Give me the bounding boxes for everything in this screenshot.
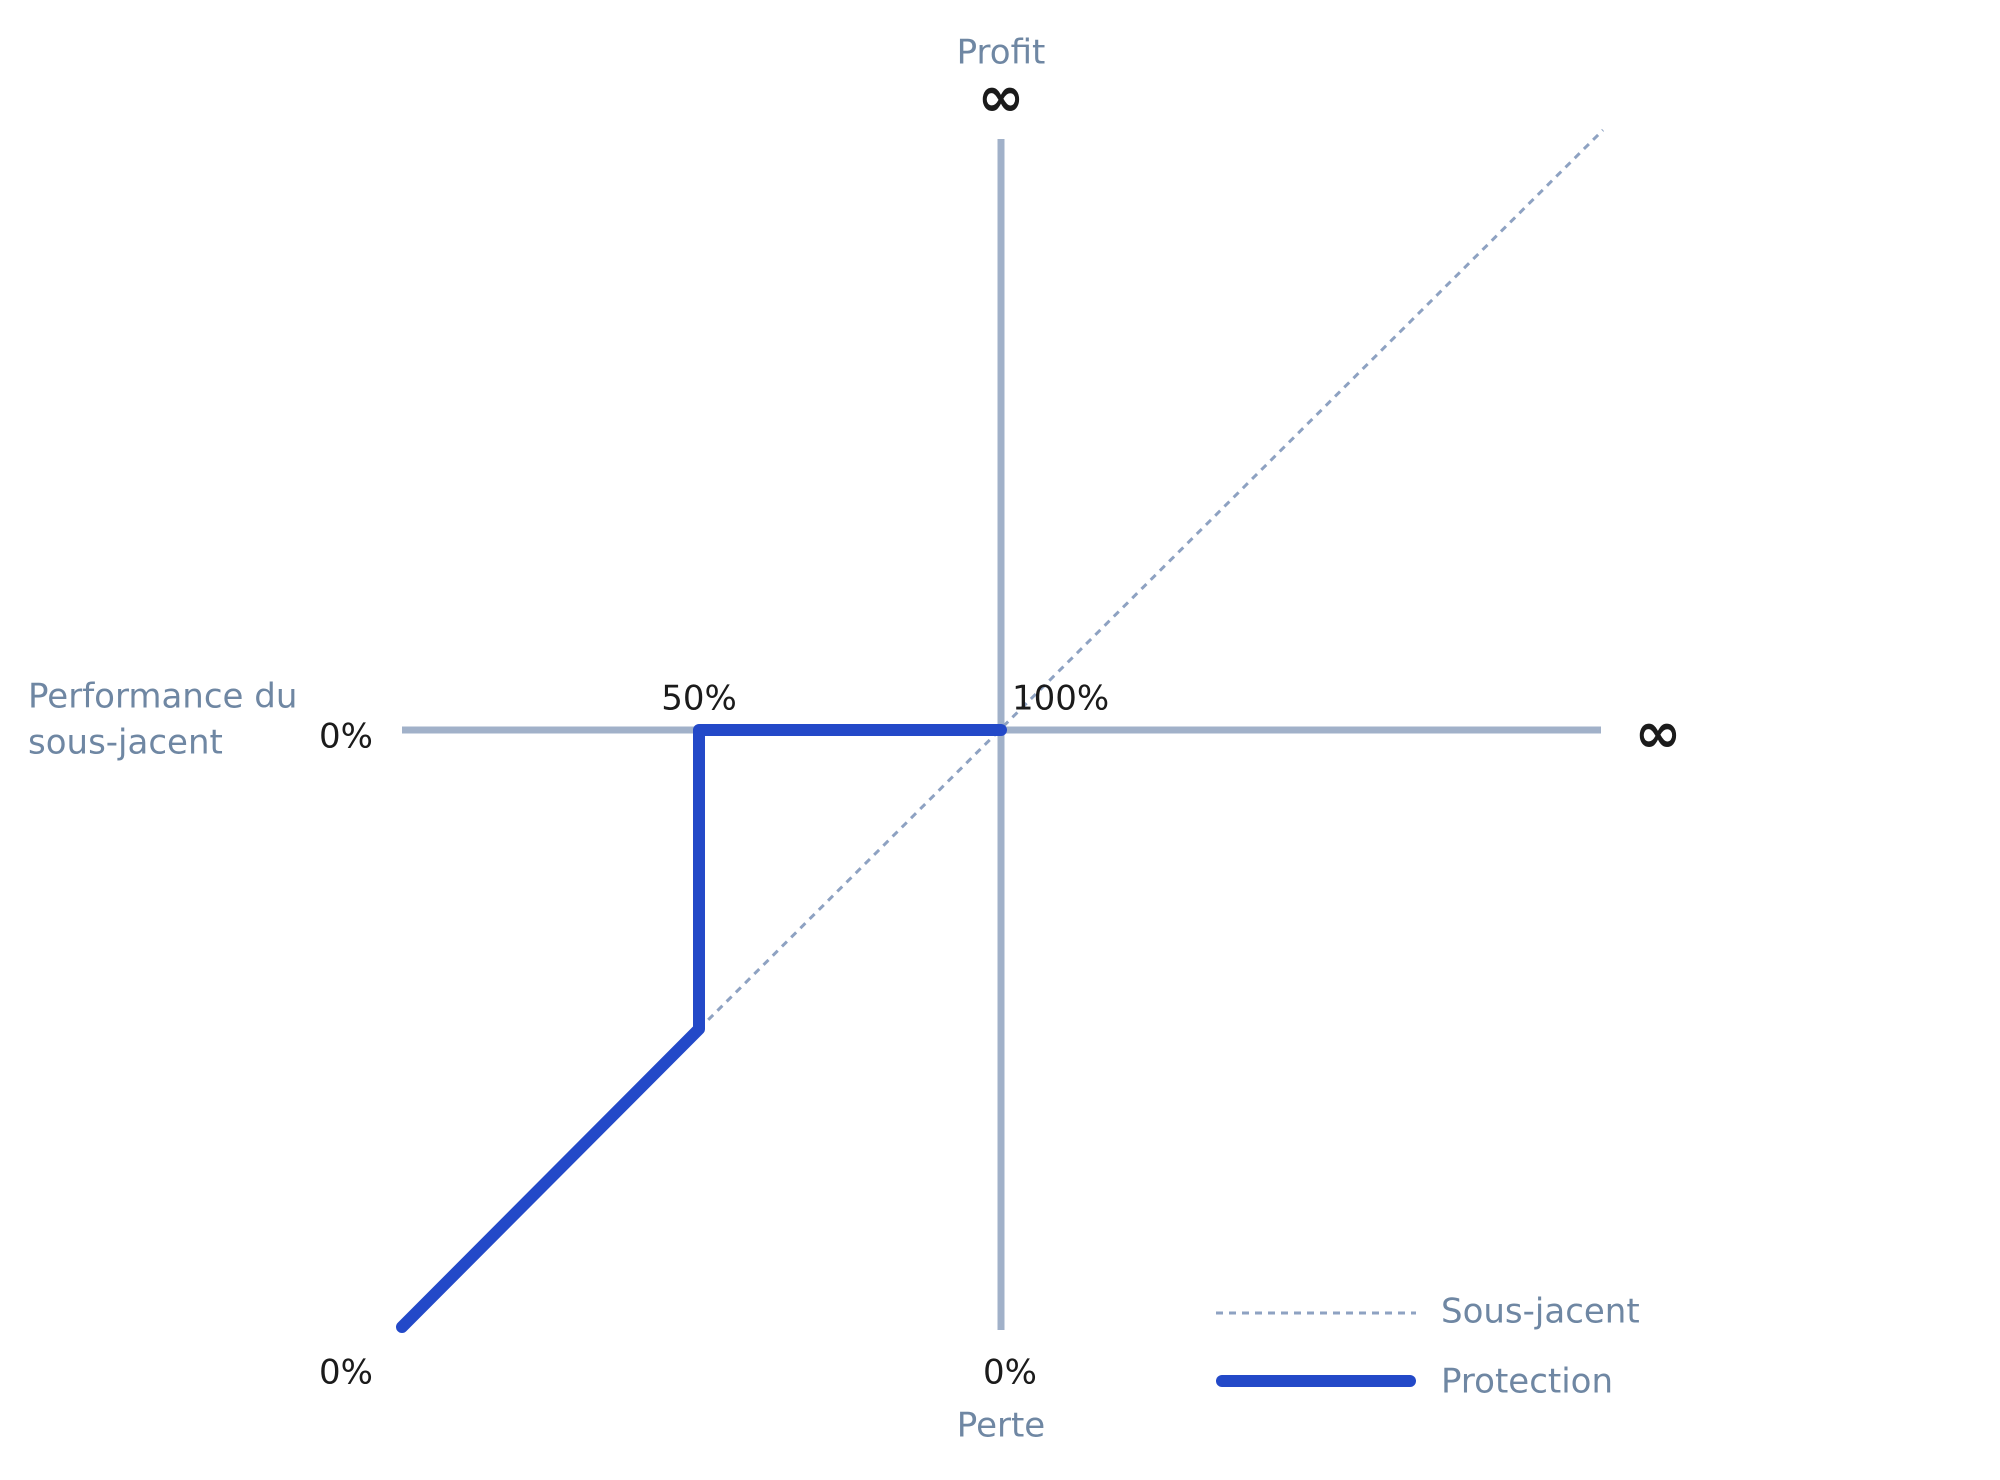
underlying-line <box>697 128 1605 1031</box>
axis-label: 0% <box>319 1353 373 1393</box>
legend-label: Protection <box>1441 1362 1613 1402</box>
y-title-top: Profit <box>957 33 1046 73</box>
axis-label: 50% <box>661 679 737 719</box>
x-infinity: ∞ <box>1635 701 1682 766</box>
y-infinity: ∞ <box>978 65 1025 130</box>
axis-label: 0% <box>319 717 373 757</box>
axis-label: 0% <box>983 1353 1037 1393</box>
protection-line <box>396 724 1007 1333</box>
axis-label: 100% <box>1012 679 1109 719</box>
y-title-bottom: Perte <box>957 1406 1045 1446</box>
legend-label: Sous-jacent <box>1441 1292 1640 1332</box>
x-title-line: sous-jacent <box>28 723 223 763</box>
x-title-line: Performance du <box>28 677 297 717</box>
